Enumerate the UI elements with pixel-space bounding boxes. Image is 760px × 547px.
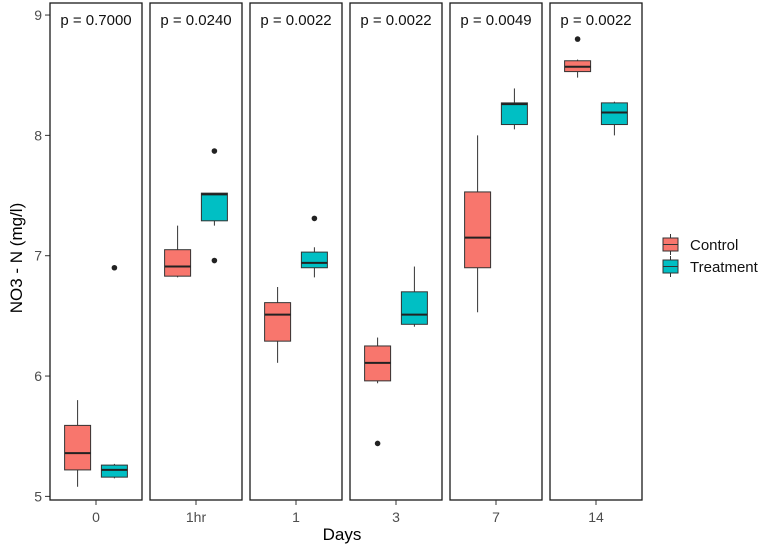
- outlier-point: [211, 148, 218, 154]
- outlier-point: [574, 36, 581, 42]
- x-tick-label: 1: [292, 509, 300, 525]
- y-tick-label: 6: [34, 368, 42, 384]
- outlier-point: [374, 440, 381, 447]
- box-control: [64, 400, 92, 487]
- legend-label: Treatment: [690, 259, 759, 276]
- iqr-box: [600, 102, 628, 126]
- y-tick-label: 9: [34, 7, 42, 23]
- p-value-label: p = 0.0022: [360, 12, 431, 29]
- box-control: [564, 36, 592, 78]
- panel-1hr: p = 0.0240 1hr: [149, 2, 243, 525]
- iqr-box: [500, 102, 528, 126]
- iqr-box: [164, 249, 192, 277]
- iqr-box: [264, 302, 292, 342]
- panel-1: p = 0.0022 1: [249, 2, 343, 525]
- panel-frame: [249, 2, 343, 501]
- p-value-label: p = 0.0022: [260, 12, 331, 29]
- iqr-box: [400, 291, 428, 325]
- x-tick-label: 0: [92, 509, 100, 525]
- panel-frame: [49, 2, 143, 501]
- iqr-box: [200, 192, 228, 222]
- box-treatment: [200, 148, 228, 264]
- y-tick-label: 7: [34, 248, 42, 264]
- y-tick-label: 8: [34, 127, 42, 143]
- box-control: [464, 135, 492, 313]
- box-control: [164, 225, 192, 278]
- p-value-label: p = 0.7000: [60, 12, 131, 29]
- box-treatment: [100, 264, 128, 479]
- legend-item-treatment: Treatment: [662, 256, 759, 277]
- x-tick-label: 7: [492, 509, 500, 525]
- panel-14: p = 0.0022 14: [549, 2, 643, 525]
- box-control: [264, 287, 292, 363]
- iqr-box: [464, 191, 492, 269]
- outlier-point: [211, 257, 218, 264]
- p-value-label: p = 0.0022: [560, 12, 631, 29]
- y-axis: 5 6 7 8 9: [34, 7, 50, 504]
- box-control: [364, 337, 392, 447]
- legend-label: Control: [690, 237, 738, 254]
- y-tick-label: 5: [34, 488, 42, 504]
- iqr-box: [100, 464, 128, 478]
- x-tick-label: 3: [392, 509, 400, 525]
- x-tick-label: 14: [588, 509, 604, 525]
- box-treatment: [300, 215, 328, 278]
- box-treatment: [600, 101, 628, 136]
- panel-0: p = 0.7000 0: [49, 2, 143, 525]
- panel-7: p = 0.0049 7: [449, 2, 543, 525]
- panel-frame: [349, 2, 443, 501]
- panel-frame: [549, 2, 643, 501]
- iqr-box: [300, 251, 328, 269]
- box-treatment: [400, 266, 428, 327]
- box-treatment: [500, 88, 528, 130]
- legend-item-control: Control: [662, 234, 738, 255]
- panel-frame: [449, 2, 543, 501]
- panel-frame: [149, 2, 243, 501]
- p-value-label: p = 0.0240: [160, 12, 231, 29]
- outlier-point: [111, 264, 118, 271]
- panel-3: p = 0.0022 3: [349, 2, 443, 525]
- legend: Control Treatment: [662, 234, 759, 277]
- x-axis-title: Days: [323, 525, 362, 544]
- y-axis-title: NO3 - N (mg/l): [7, 203, 26, 314]
- p-value-label: p = 0.0049: [460, 12, 531, 29]
- outlier-point: [311, 215, 318, 222]
- x-tick-label: 1hr: [186, 509, 207, 525]
- iqr-box: [64, 424, 92, 471]
